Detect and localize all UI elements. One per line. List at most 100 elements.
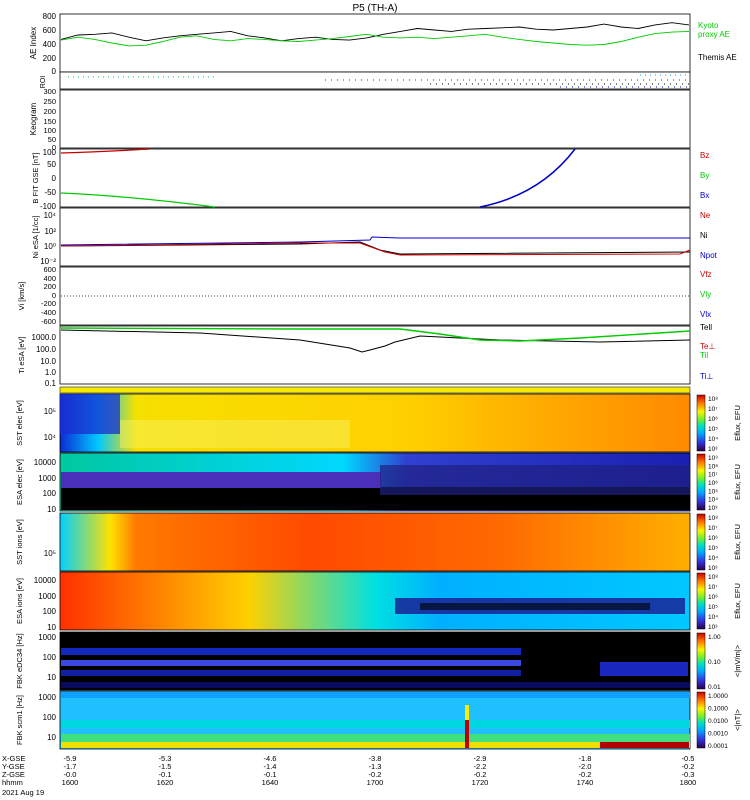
panel-keogram: Keogram 300 250 200 150 100 50 0 xyxy=(29,87,691,152)
x-tick-1740: -0.2 xyxy=(579,770,592,779)
esa-ions-ytick: 100 xyxy=(43,607,57,616)
panel-esa-elec: ESA elec [eV] 10000 1000 100 10 xyxy=(15,452,691,514)
vi-ylabel: Vi [km/s] xyxy=(17,282,26,311)
ni-ytick: 10² xyxy=(44,227,56,236)
x-tick-1800: -0.5 xyxy=(682,754,695,763)
vi-ytick: -400 xyxy=(41,308,56,317)
panel-fbk-edc: FBK eDC34 [Hz] 1000 100 10 xyxy=(15,631,691,691)
keogram-ytick: 150 xyxy=(43,117,56,126)
x-row-label: X-GSE xyxy=(2,754,25,763)
x-tick-1600: -5.9 xyxy=(64,754,77,763)
x-tick-1600: -1.7 xyxy=(64,762,77,771)
esa-elec-ylabel: ESA elec [eV] xyxy=(15,459,24,505)
fbk-scm-ylabel: FBK scm1 [Hz] xyxy=(15,695,24,745)
panel-fbk-scm: FBK scm1 [Hz] 1000 100 10 xyxy=(15,690,691,750)
colorbar-tick: 10⁵ xyxy=(708,426,718,433)
colorbar-tick: 10⁴ xyxy=(708,555,718,562)
ae-ytick: 400 xyxy=(43,40,57,49)
fbk-edc-ylabel: FBK eDC34 [Hz] xyxy=(15,633,24,688)
colorbar-tick: 10⁶ xyxy=(708,535,718,542)
ti-legend-til: Til xyxy=(700,351,708,360)
colorbar-tick: 0.01 xyxy=(708,684,721,691)
bfit-bz-series xyxy=(60,148,151,154)
keogram-ytick: 50 xyxy=(48,135,56,144)
esa-elec-ytick: 100 xyxy=(43,489,57,498)
x-tick-1740: 1740 xyxy=(577,778,594,787)
bfit-ylabel: B FIT GSE [nT] xyxy=(31,152,40,203)
x-tick-1700: -3.8 xyxy=(369,754,382,763)
colorbar-2 xyxy=(696,453,706,511)
colorbar-tick: 10⁴ xyxy=(708,497,718,504)
colorbar-1 xyxy=(696,394,706,452)
colorbars: Eflux, EFU Eflux, EFU Eflux, EFU Eflux, … xyxy=(696,394,742,750)
fbk-scm-ytick: 10 xyxy=(47,733,56,742)
bfit-ytick: 50 xyxy=(47,160,56,169)
panel-roi: ROI xyxy=(40,71,691,90)
colorbar-2-label: Eflux, EFU xyxy=(733,464,742,500)
esa-ions-ylabel: ESA ions [eV] xyxy=(15,578,24,624)
ti-legend-tiperp: Ti⊥ xyxy=(700,372,713,381)
colorbar-tick: 10⁸ xyxy=(708,515,718,522)
x-row-label: Z-GSE xyxy=(2,770,25,779)
panel-ni: Ni eSA [1/cc] 10⁴ 10² 10⁰ 10⁻² Ne Ni Npo… xyxy=(31,207,718,267)
ti-til-series xyxy=(60,327,691,342)
vi-ytick: 0 xyxy=(52,291,56,300)
ni-legend-ni: Ni xyxy=(700,231,708,240)
fbk-edc-ytick: 100 xyxy=(43,653,57,662)
x-tick-1640: -4.6 xyxy=(264,754,277,763)
esa-ions-ytick: 10 xyxy=(47,623,56,632)
esa-elec-ytick: 1000 xyxy=(38,474,56,483)
vi-ytick: -200 xyxy=(41,299,56,308)
esa-ions-ytick: 1000 xyxy=(38,592,56,601)
colorbar-tick: 1.00 xyxy=(708,634,721,641)
x-tick-1700: -1.3 xyxy=(369,762,382,771)
colorbar-tick: 0.1000 xyxy=(708,706,728,713)
colorbar-tick: 10⁴ xyxy=(708,436,718,443)
colorbar-tick: 10⁹ xyxy=(708,455,718,462)
colorbar-tick: 0.0010 xyxy=(708,731,728,738)
ni-ne-series xyxy=(60,242,691,256)
ae-ylabel: AE Index xyxy=(29,27,38,59)
sst-ions-ylabel: SST ions [eV] xyxy=(15,519,24,565)
x-tick-1800: -0.3 xyxy=(682,770,695,779)
x-tick-1700: 1700 xyxy=(367,778,384,787)
bfit-legend-bz: Bz xyxy=(700,151,709,160)
keogram-ytick: 0 xyxy=(52,143,56,152)
sst-elec-ytick: 10⁵ xyxy=(44,407,56,416)
panel-bfit: B FIT GSE [nT] 100 50 0 -50 -100 Bz By B… xyxy=(31,148,709,211)
bfit-by-series xyxy=(60,192,216,208)
colorbar-tick: 0.10 xyxy=(708,659,721,666)
panel-vi: Vi [km/s] 600 400 200 0 -200 -400 -600 V… xyxy=(17,265,712,326)
bfit-bx-series xyxy=(479,148,576,208)
colorbar-6-label: <|nT|> xyxy=(733,709,742,731)
vi-ytick: 600 xyxy=(43,265,56,274)
x-tick-1620: -5.3 xyxy=(159,754,172,763)
ni-ytick: 10⁴ xyxy=(44,211,57,220)
vi-legend-vfz: Vfz xyxy=(700,270,712,279)
keogram-ylabel: Keogram xyxy=(29,102,38,135)
colorbar-tick: 10⁵ xyxy=(708,488,718,495)
keogram-ytick: 250 xyxy=(43,97,56,106)
colorbar-1-label: Eflux, EFU xyxy=(733,405,742,441)
fbk-scm-ytick: 1000 xyxy=(38,693,56,702)
ti-ytick: 1000.0 xyxy=(32,333,57,342)
esa-ions-ytick: 10000 xyxy=(34,576,57,585)
bfit-legend-by: By xyxy=(700,171,709,180)
x-tick-1800: -0.2 xyxy=(682,762,695,771)
keogram-ytick: 100 xyxy=(43,126,56,135)
bfit-ytick: 100 xyxy=(43,148,57,157)
ni-ytick: 10⁰ xyxy=(44,242,56,251)
keogram-ytick: 200 xyxy=(43,107,56,116)
ae-ytick: 600 xyxy=(43,26,57,35)
colorbar-tick: 10⁶ xyxy=(708,480,718,487)
x-tick-1720: -0.2 xyxy=(474,770,487,779)
ae-legend-themis: Themis AE xyxy=(698,53,737,62)
ni-legend-ne: Ne xyxy=(700,211,711,220)
fbk-edc-ytick: 1000 xyxy=(38,633,56,642)
ae-kyoto-series xyxy=(60,30,690,47)
x-tick-1620: 1620 xyxy=(157,778,174,787)
bfit-ytick: -50 xyxy=(44,188,56,197)
panel-ti: Ti eSA [eV] 1000.0 100.0 10.0 1.0 0.1 Te… xyxy=(17,323,715,388)
colorbar-tick: 10³ xyxy=(708,505,718,512)
colorbar-3-label: Eflux, EFU xyxy=(733,524,742,560)
